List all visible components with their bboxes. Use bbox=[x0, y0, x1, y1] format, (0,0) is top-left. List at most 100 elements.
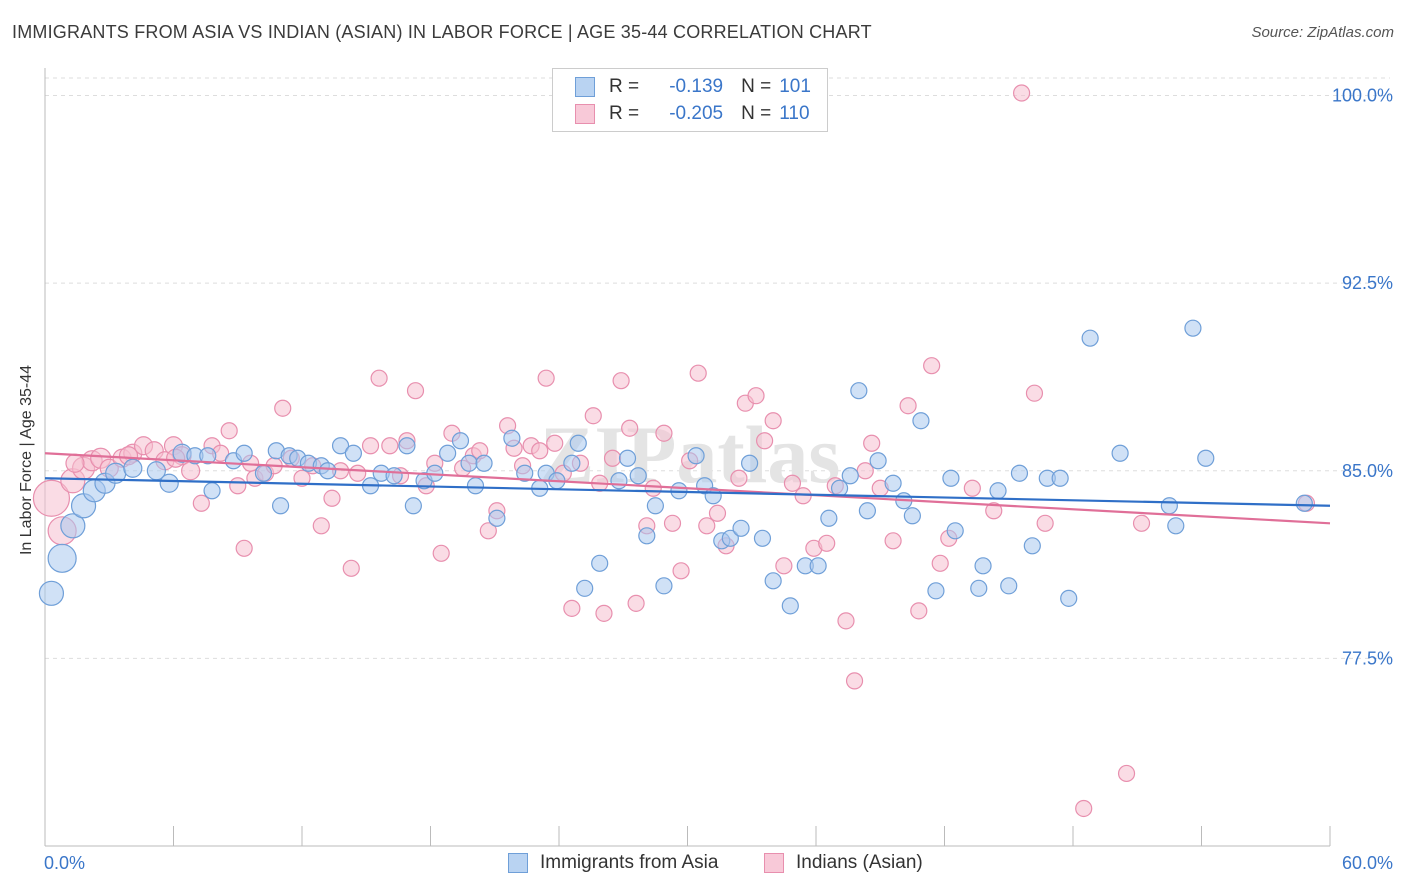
pink-point bbox=[323, 489, 341, 507]
pink-point bbox=[884, 532, 902, 550]
pink-point bbox=[192, 494, 210, 512]
bottom-legend-pink: Indians (Asian) bbox=[764, 852, 923, 874]
pink-point bbox=[361, 437, 380, 455]
pink-point bbox=[32, 479, 71, 517]
blue-point bbox=[385, 467, 403, 485]
blue-point bbox=[235, 444, 253, 462]
blue-point bbox=[404, 497, 422, 515]
blue-point bbox=[764, 572, 782, 590]
x-tick-label: 60.0% bbox=[1342, 853, 1393, 873]
blue-point bbox=[841, 467, 859, 485]
pink-point bbox=[775, 557, 793, 575]
pink-point bbox=[1075, 799, 1093, 818]
blue-point bbox=[47, 543, 77, 573]
blue-point bbox=[60, 513, 86, 539]
trend-lines bbox=[44, 452, 1331, 525]
y-tick-label: 100.0% bbox=[1332, 86, 1393, 106]
blue-point bbox=[344, 444, 362, 462]
pink-point bbox=[708, 504, 727, 522]
blue-point bbox=[563, 454, 581, 472]
blue-point bbox=[576, 579, 594, 597]
blue-point bbox=[319, 462, 337, 480]
blue-point bbox=[850, 382, 868, 400]
blue-point bbox=[646, 497, 664, 515]
legend-n-label: N = bbox=[741, 103, 772, 124]
blue-point bbox=[1295, 494, 1313, 512]
blue-point bbox=[475, 454, 493, 472]
pink-point bbox=[546, 434, 564, 452]
pink-point bbox=[1036, 514, 1054, 532]
pink-point bbox=[432, 544, 450, 562]
y-tick-label: 77.5% bbox=[1342, 648, 1393, 668]
pink-point bbox=[220, 422, 238, 440]
blue-point bbox=[569, 434, 587, 452]
pink-point bbox=[818, 534, 836, 552]
pink-point bbox=[698, 517, 716, 535]
blue-point bbox=[254, 464, 273, 482]
blue-point bbox=[591, 554, 609, 572]
pink-point bbox=[235, 539, 253, 557]
pink-point bbox=[730, 469, 748, 487]
blue-point bbox=[927, 582, 945, 600]
blue-point bbox=[732, 519, 750, 537]
blue-point bbox=[869, 452, 887, 470]
pink-point bbox=[627, 594, 645, 612]
blue-point bbox=[1184, 319, 1202, 337]
blue-point bbox=[687, 447, 705, 465]
blue-point bbox=[942, 469, 960, 487]
blue-point bbox=[1000, 577, 1018, 595]
pink-point bbox=[655, 424, 673, 442]
blue-point bbox=[809, 557, 827, 575]
pink-point bbox=[563, 599, 581, 617]
blue-point bbox=[820, 509, 838, 527]
pink-point bbox=[595, 604, 613, 622]
blue-point bbox=[989, 482, 1007, 500]
axes bbox=[44, 68, 1331, 847]
blue-point bbox=[721, 529, 739, 547]
pink-point bbox=[663, 514, 682, 532]
blue-point bbox=[203, 482, 221, 500]
gridlines bbox=[45, 77, 1390, 659]
x-tick-labels: 0.0% 60.0% bbox=[44, 853, 1393, 873]
pink-point bbox=[672, 562, 690, 580]
blue-point bbox=[466, 477, 485, 495]
blue-point bbox=[1010, 464, 1029, 482]
legend-r-value: -0.139 bbox=[669, 76, 724, 97]
pink-point bbox=[747, 387, 765, 405]
y-tick-label: 85.0% bbox=[1342, 461, 1393, 481]
blue-point bbox=[123, 458, 143, 478]
x-tick-label: 0.0% bbox=[44, 853, 85, 873]
blue-point bbox=[1051, 469, 1069, 487]
blue-point bbox=[271, 497, 290, 515]
y-tick-labels: 77.5% 85.0% 92.5% 100.0% bbox=[1332, 86, 1393, 669]
source-label: Source: ZipAtlas.com bbox=[1251, 24, 1394, 41]
pink-point bbox=[603, 449, 622, 467]
pink-point bbox=[755, 432, 774, 450]
correlation-legend: R = -0.139 N = 101 R = -0.205 N = 110 bbox=[552, 68, 828, 132]
blue-point bbox=[159, 473, 179, 493]
blue-point bbox=[398, 437, 416, 455]
pink-point bbox=[689, 364, 707, 382]
legend-row-blue: R = -0.139 N = 101 bbox=[575, 75, 811, 99]
blue-point bbox=[1081, 329, 1099, 347]
blue-point bbox=[970, 579, 988, 597]
blue-point bbox=[488, 509, 506, 527]
blue-point bbox=[1167, 517, 1185, 535]
legend-n-value: 110 bbox=[779, 103, 810, 124]
pink-point bbox=[1117, 764, 1136, 783]
bottom-legend-swatch-pink bbox=[764, 853, 784, 873]
bottom-legend-label-blue: Immigrants from Asia bbox=[540, 852, 719, 873]
pink-point bbox=[845, 672, 864, 690]
blue-point bbox=[451, 432, 470, 450]
blue-point bbox=[618, 449, 637, 467]
legend-r-value: -0.205 bbox=[669, 103, 724, 124]
blue-trend-line bbox=[44, 477, 1331, 507]
pink-point bbox=[621, 419, 639, 437]
legend-swatch-pink bbox=[575, 104, 595, 124]
blue-point bbox=[331, 437, 350, 455]
blue-point bbox=[1023, 537, 1041, 555]
pink-point bbox=[783, 474, 802, 492]
pink-point bbox=[584, 407, 602, 425]
blue-point bbox=[753, 529, 772, 547]
